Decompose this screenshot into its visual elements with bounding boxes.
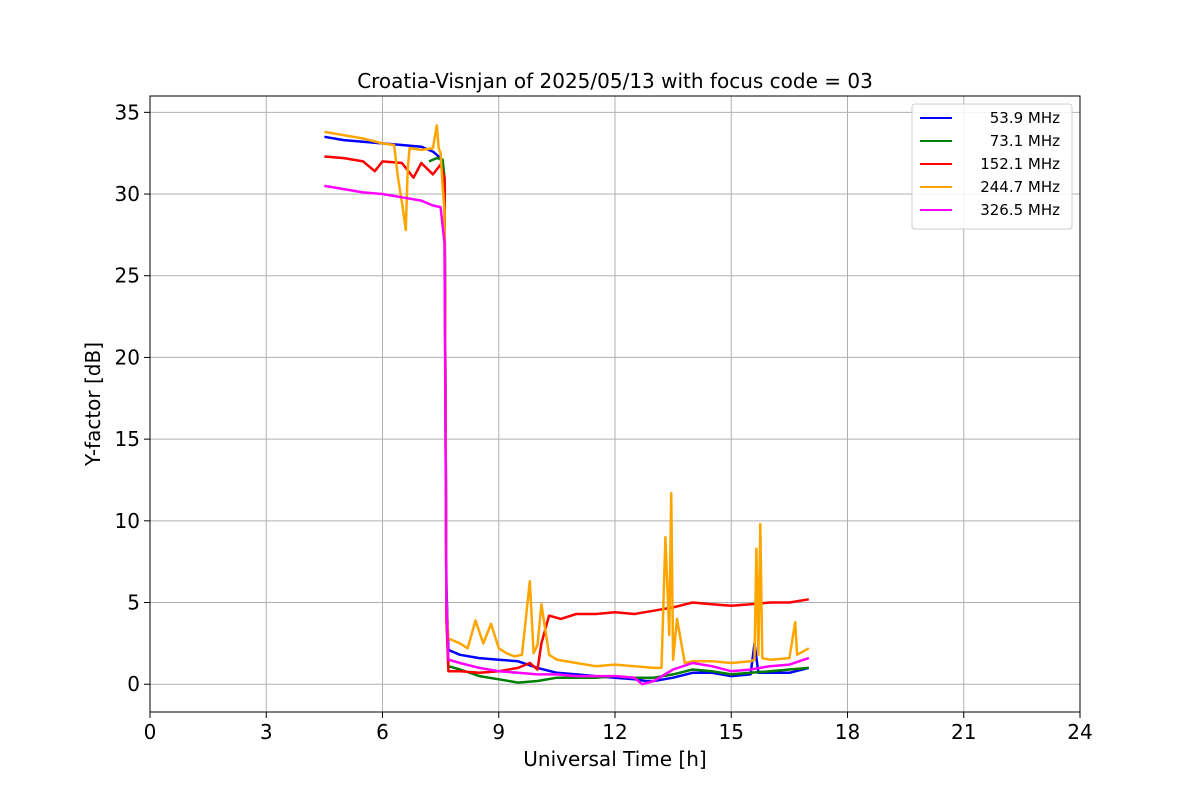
x-tick-label: 18 (835, 720, 860, 744)
series-group (324, 124, 810, 686)
chart-title: Croatia-Visnjan of 2025/05/13 with focus… (357, 69, 873, 93)
x-tick-label: 24 (1067, 720, 1092, 744)
x-tick-label: 9 (492, 720, 505, 744)
legend-label: 53.9 MHz (990, 109, 1060, 127)
legend-label: 73.1 MHz (990, 132, 1060, 150)
y-tick-label: 20 (115, 345, 140, 369)
series-line (324, 124, 810, 670)
legend: 53.9 MHz 73.1 MHz 152.1 MHz 244.7 MHz 326.5 … (911, 103, 1073, 230)
x-tick-label: 0 (144, 720, 157, 744)
series-line (324, 184, 810, 686)
x-tick-label: 21 (951, 720, 976, 744)
x-tick-label: 6 (376, 720, 389, 744)
x-tick-label: 15 (719, 720, 744, 744)
y-axis-label: Y-factor [dB] (81, 342, 105, 467)
legend-label: 326.5 MHz (980, 201, 1060, 219)
x-axis-label: Universal Time [h] (523, 747, 706, 771)
y-tick-label: 30 (115, 182, 140, 206)
legend-box (911, 103, 1073, 230)
series-line (324, 155, 810, 675)
y-tick-label: 0 (127, 672, 140, 696)
y-tick-label: 25 (115, 264, 140, 288)
x-tick-label: 12 (602, 720, 627, 744)
y-tick-label: 10 (115, 509, 140, 533)
y-tick-label: 5 (127, 591, 140, 615)
legend-label: 152.1 MHz (980, 155, 1060, 173)
x-tick-label: 3 (260, 720, 273, 744)
axis-ticks: 0 3 6 9 12 15 18 21 24 0 5 10 15 20 25 30 35 (115, 100, 1093, 744)
y-tick-label: 35 (115, 100, 140, 124)
y-tick-label: 15 (115, 427, 140, 451)
legend-label: 244.7 MHz (980, 178, 1060, 196)
